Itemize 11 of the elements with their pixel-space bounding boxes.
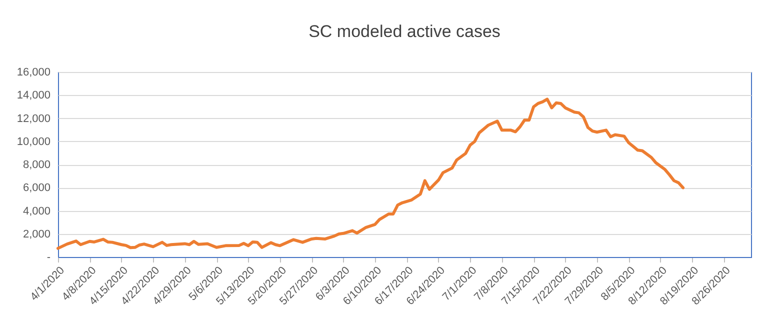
- y-tick-label: 4,000: [22, 205, 50, 218]
- y-tick-label: 8,000: [22, 159, 50, 171]
- y-tick-label: 12,000: [16, 112, 50, 125]
- chart-title: SC modeled active cases: [308, 22, 500, 41]
- y-tick-label: 2,000: [22, 228, 50, 240]
- y-tick-label: 10,000: [16, 136, 50, 148]
- y-tick-label: 6,000: [22, 182, 50, 194]
- line-series: [56, 98, 685, 250]
- y-tick-label: 14,000: [16, 90, 50, 102]
- y-tick-label: -: [46, 252, 51, 264]
- y-tick-label: 16,000: [16, 66, 50, 78]
